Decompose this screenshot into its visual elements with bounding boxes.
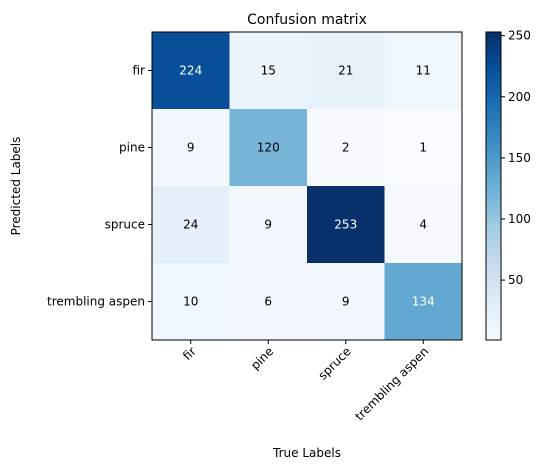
heatmap-cell <box>307 109 385 187</box>
chart-title: Confusion matrix <box>247 12 367 28</box>
colorbar <box>485 31 502 341</box>
heatmap-cell <box>152 263 230 341</box>
cell-value-label: 9 <box>264 218 272 232</box>
heatmap-cell <box>384 109 463 187</box>
heatmap-cell <box>229 263 308 341</box>
x-tick-label: spruce <box>315 344 353 382</box>
plot-frame <box>151 31 463 341</box>
heatmap-cell <box>384 186 463 264</box>
cell-value-label: 15 <box>261 64 276 78</box>
cell-value-label: 10 <box>183 295 198 309</box>
colorbar-tick-label: 250 <box>508 29 531 43</box>
cell-value-label: 120 <box>257 141 280 155</box>
cell-value-label: 1 <box>419 141 427 155</box>
cell-value-label: 4 <box>419 218 427 232</box>
x-tick-label: pine <box>248 344 276 372</box>
colorbar-ticks: 50 100 150 200 250 <box>501 29 531 287</box>
colorbar-tick-label: 200 <box>508 90 531 104</box>
heatmap-cell <box>229 109 308 187</box>
cell-value-label: 134 <box>412 295 435 309</box>
y-tick-label: spruce <box>105 218 145 232</box>
heatmap-cell <box>307 186 385 264</box>
heatmap-cell <box>384 32 463 110</box>
y-axis-ticks: fir pine spruce trembling aspen <box>47 64 152 309</box>
y-tick-label: fir <box>133 64 146 78</box>
heatmap-cell <box>152 32 230 110</box>
cell-value-label: 2 <box>342 141 350 155</box>
cell-value-label: 9 <box>187 141 195 155</box>
x-tick-label: fir <box>180 344 199 363</box>
cell-value-label: 11 <box>416 64 431 78</box>
x-tick-label: trembling aspen <box>352 344 431 423</box>
y-axis-label: Predicted Labels <box>9 137 23 236</box>
cell-value-label: 24 <box>183 218 198 232</box>
colorbar-tick-label: 100 <box>508 212 531 226</box>
cell-value-label: 253 <box>334 218 357 232</box>
cell-value-label: 224 <box>179 64 202 78</box>
heatmap-cells: 224 15 21 119 120 2 124 9 253 410 6 9 134 <box>152 32 463 341</box>
cell-value-label: 21 <box>338 64 353 78</box>
x-axis-label: True Labels <box>272 446 341 460</box>
heatmap-cell <box>229 186 308 264</box>
heatmap-cell <box>307 263 385 341</box>
y-tick-label: trembling aspen <box>47 295 145 309</box>
heatmap-cell <box>152 186 230 264</box>
heatmap-cell <box>307 32 385 110</box>
colorbar-tick-label: 150 <box>508 151 531 165</box>
heatmap-cell <box>384 263 463 341</box>
y-tick-label: pine <box>119 141 145 155</box>
heatmap-cell <box>152 109 230 187</box>
colorbar-tick-label: 50 <box>508 273 523 287</box>
heatmap-cell <box>229 32 308 110</box>
cell-value-label: 9 <box>342 295 350 309</box>
cell-value-label: 6 <box>264 295 272 309</box>
